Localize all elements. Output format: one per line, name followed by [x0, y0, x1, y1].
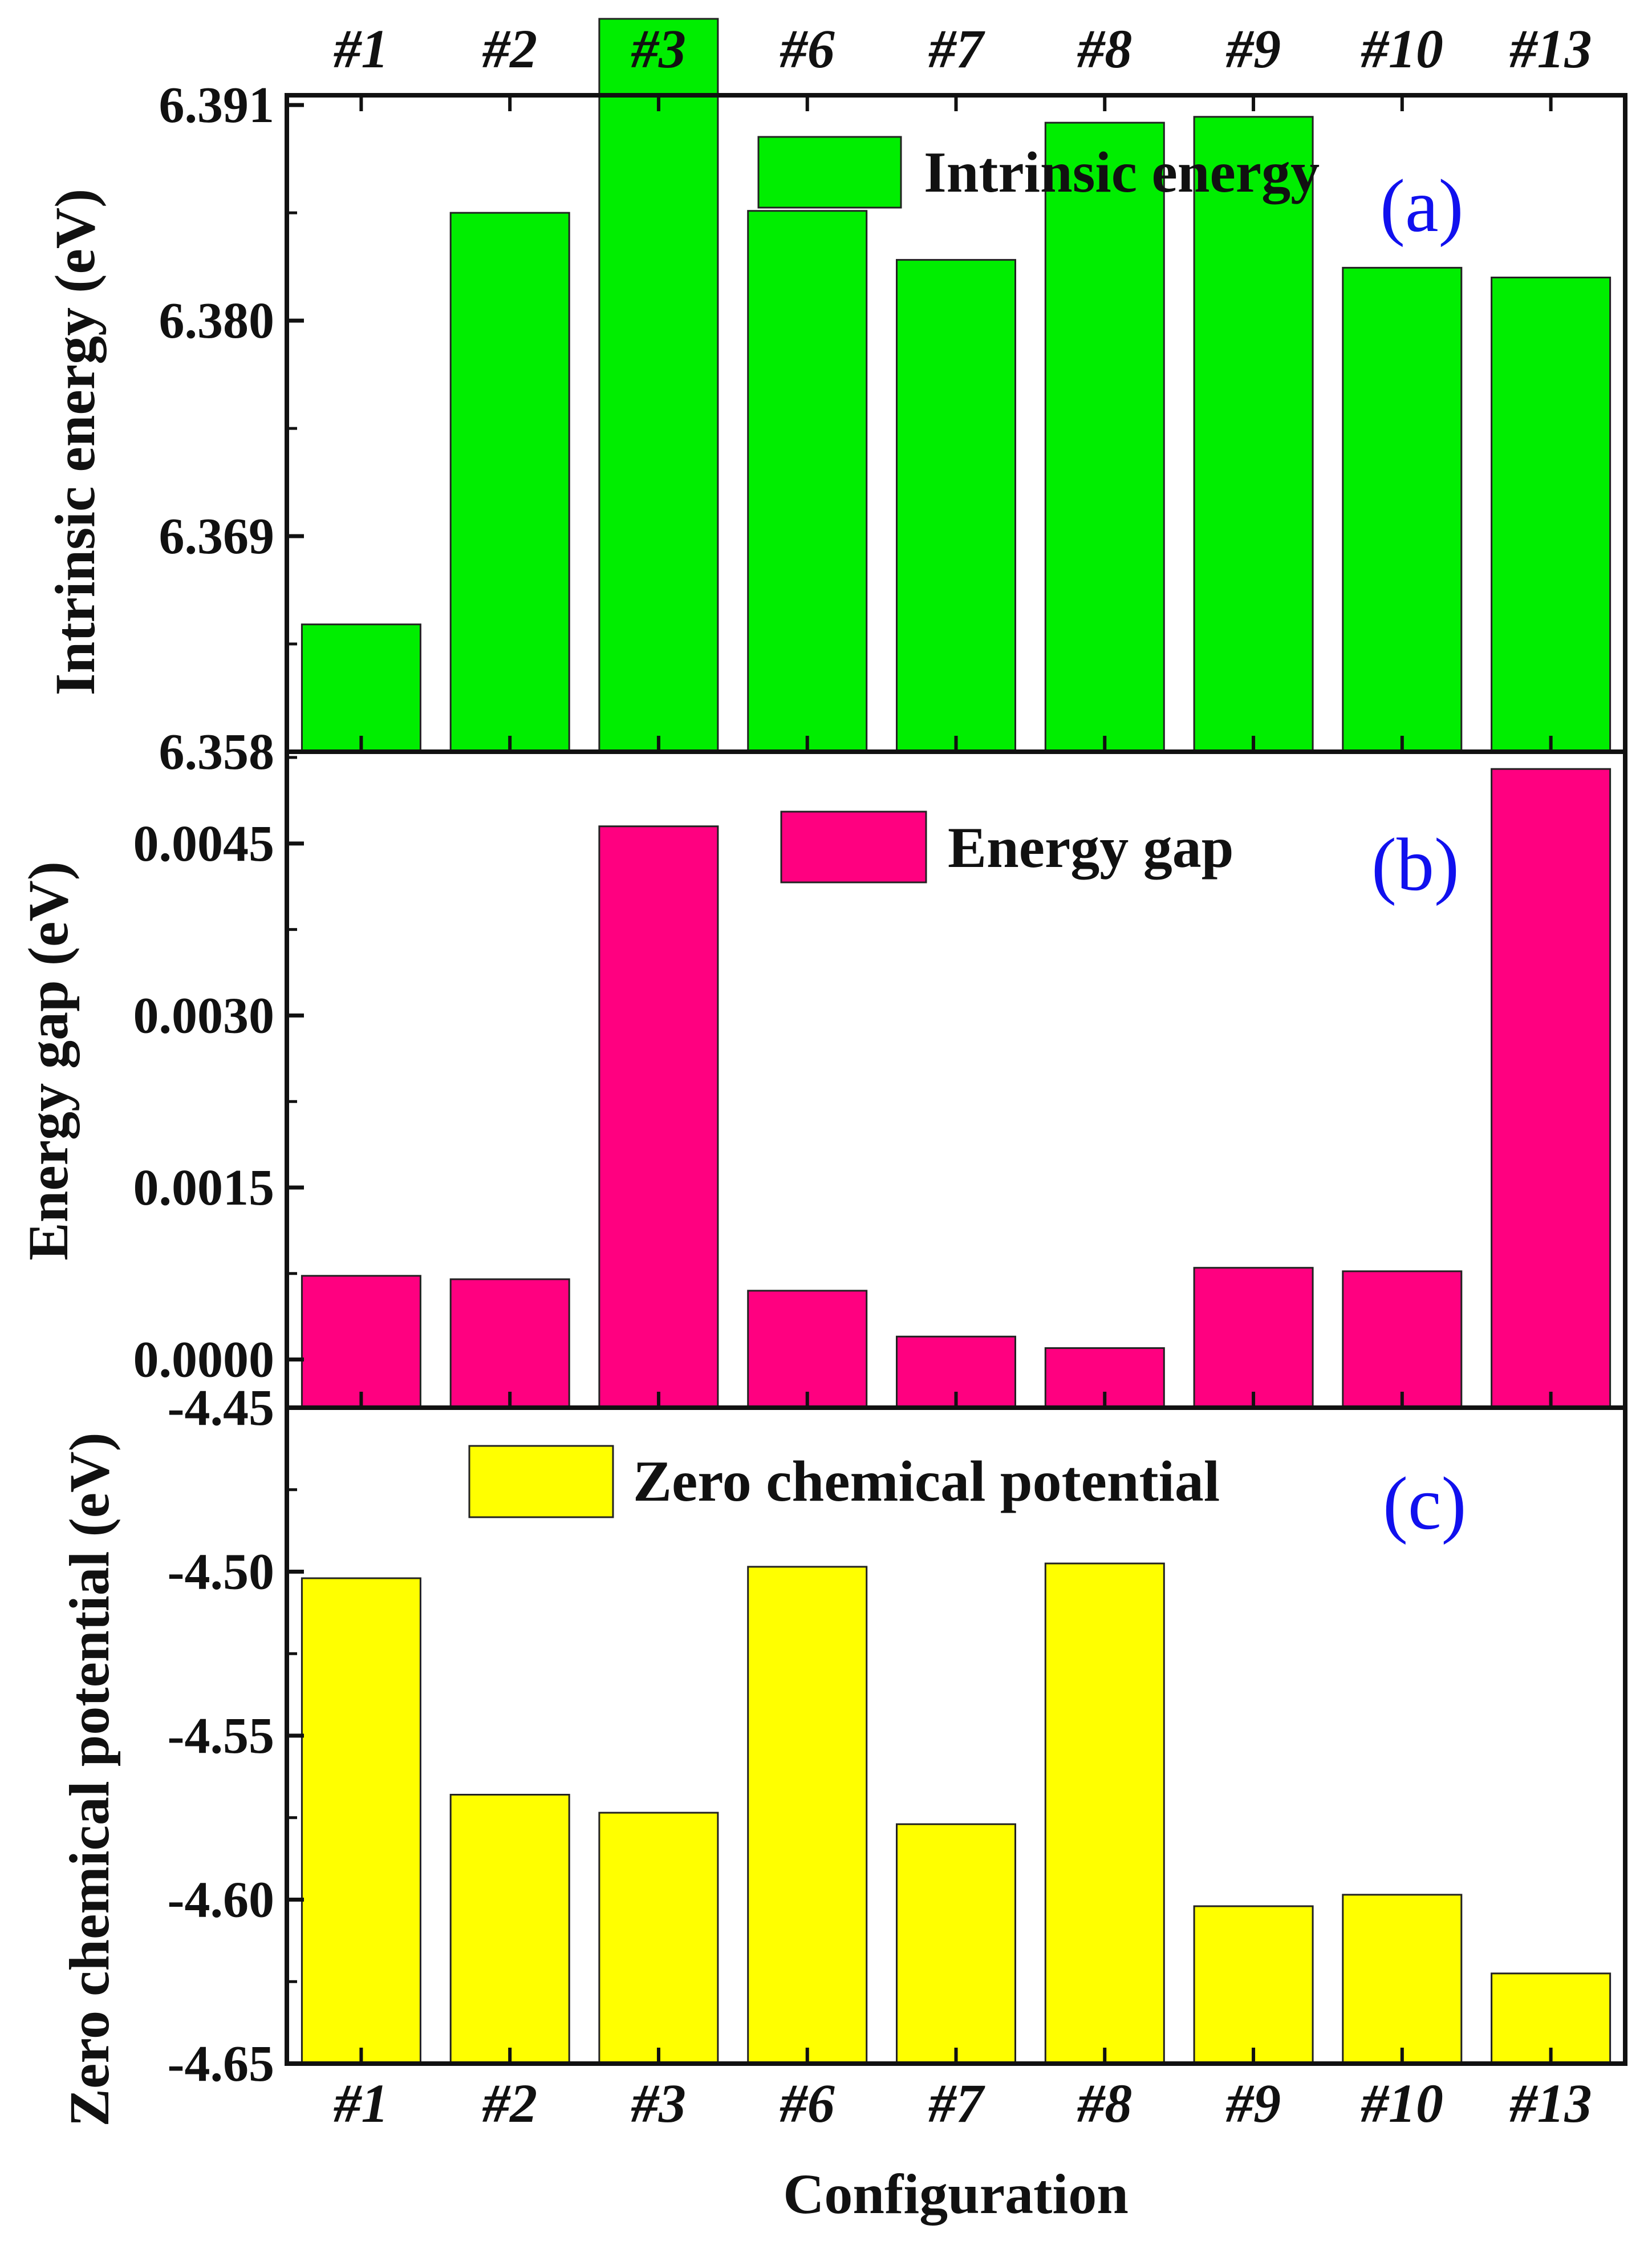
y-tick-label: 6.380: [159, 293, 275, 349]
category-label-bottom: #1: [333, 2073, 388, 2134]
bar-config-3: [598, 1812, 719, 2065]
bar-config-13: [1491, 768, 1612, 1409]
bottom-category-labels: #1 #2 #3 #6 #7 #8 #9 #10 #13: [333, 2073, 1592, 2134]
category-label-bottom: #7: [928, 2073, 986, 2134]
y-axis-title: Zero chemical potential (eV): [58, 1432, 121, 2126]
category-label-top: #10: [1361, 18, 1443, 79]
bar-config-3: [598, 18, 719, 753]
legend-swatch: [780, 811, 927, 884]
panel-b-y-tick-labels: 0.0000 0.0015 0.0030 0.0045: [133, 816, 275, 1388]
bar-config-6: [747, 1290, 868, 1409]
bar-config-3: [598, 825, 719, 1409]
bar-config-8: [1044, 1562, 1165, 2065]
panel-tag: (c): [1383, 1461, 1467, 1545]
panel-c-zero-chemical-potential: -4.65 -4.60 -4.55 -4.50 -4.45 Zero chemical …: [58, 1380, 1627, 2127]
panel-b-legend: Energy gap: [780, 811, 1234, 884]
y-axis-title: Energy gap (eV): [17, 861, 80, 1261]
bar-config-2: [449, 1278, 570, 1409]
y-tick-label: -4.65: [168, 2036, 274, 2092]
panel-c-bars: [301, 1562, 1612, 2065]
y-tick-label: 0.0000: [133, 1332, 275, 1388]
category-label-top: #7: [928, 18, 986, 79]
category-label-bottom: #6: [780, 2073, 835, 2134]
panel-a-y-tick-labels: 6.358 6.369 6.380 6.391: [159, 77, 275, 780]
bar-config-10: [1342, 1894, 1463, 2065]
category-label-top: #3: [631, 18, 686, 79]
y-tick-label: -4.60: [168, 1872, 274, 1928]
y-tick-label: 0.0045: [133, 816, 275, 872]
category-label-bottom: #13: [1509, 2073, 1592, 2134]
category-label-top: #2: [482, 18, 537, 79]
bar-config-2: [449, 1794, 570, 2065]
legend-swatch: [757, 136, 902, 209]
category-label-top: #13: [1509, 18, 1592, 79]
bar-config-1: [301, 1275, 421, 1409]
y-axis-title: Intrinsic energy (eV): [43, 189, 107, 696]
legend-label: Intrinsic energy: [924, 140, 1320, 205]
panel-tag: (a): [1380, 164, 1464, 248]
bar-config-10: [1342, 266, 1463, 753]
bar-config-7: [896, 1823, 1016, 2065]
bar-config-9: [1193, 1905, 1314, 2065]
bar-config-1: [301, 623, 421, 753]
category-label-bottom: #3: [631, 2073, 686, 2134]
bar-config-9: [1193, 1267, 1314, 1409]
bar-config-13: [1491, 277, 1612, 753]
category-label-top: #8: [1077, 18, 1132, 79]
bar-config-10: [1342, 1270, 1463, 1409]
panel-b-bars: [301, 768, 1612, 1409]
bar-config-6: [747, 210, 868, 753]
y-tick-label: -4.45: [168, 1380, 274, 1436]
bar-config-2: [449, 212, 570, 753]
category-label-bottom: #2: [482, 2073, 537, 2134]
category-label-bottom: #10: [1361, 2073, 1443, 2134]
y-tick-label: 6.358: [159, 724, 275, 780]
category-label-top: #1: [333, 18, 388, 79]
category-label-top: #9: [1225, 18, 1281, 79]
category-label-bottom: #9: [1225, 2073, 1281, 2134]
bar-config-7: [896, 259, 1016, 753]
panel-c-y-tick-labels: -4.65 -4.60 -4.55 -4.50 -4.45: [168, 1380, 274, 2092]
panel-c-frame: [285, 1405, 1627, 2066]
legend-swatch: [468, 1445, 614, 1518]
bar-config-8: [1044, 121, 1165, 753]
y-tick-label: 6.391: [159, 77, 275, 133]
bar-config-9: [1193, 116, 1314, 753]
panel-a-ticks: [287, 95, 1553, 754]
legend-label: Energy gap: [948, 816, 1234, 880]
y-tick-label: -4.50: [168, 1544, 274, 1600]
top-category-labels: #1 #2 #3 #6 #7 #8 #9 #10 #13: [333, 18, 1592, 79]
category-label-top: #6: [780, 18, 835, 79]
category-label-bottom: #8: [1077, 2073, 1132, 2134]
legend-label: Zero chemical potential: [633, 1449, 1220, 1514]
panel-c-legend: Zero chemical potential: [468, 1445, 1220, 1518]
panel-a-intrinsic-energy: 6.358 6.369 6.380 6.391 Intrinsic energy (a…: [43, 18, 1627, 780]
x-axis-title: Configuration: [783, 2162, 1129, 2226]
y-tick-label: 6.369: [159, 508, 275, 565]
panel-a-bars: [301, 18, 1612, 753]
bar-config-1: [301, 1577, 421, 2065]
y-tick-label: 0.0030: [133, 987, 275, 1044]
panel-a-legend: Intrinsic energy: [757, 136, 1320, 209]
panel-tag: (b): [1371, 822, 1459, 906]
bar-config-6: [747, 1566, 868, 2065]
y-tick-label: -4.55: [168, 1708, 274, 1764]
y-tick-label: 0.0015: [133, 1160, 275, 1216]
